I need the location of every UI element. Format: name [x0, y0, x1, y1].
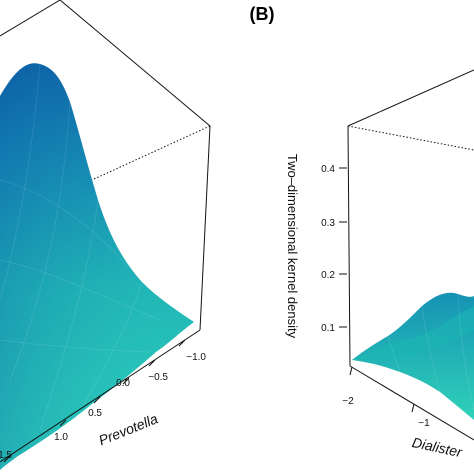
x-tick-label: 1.0: [54, 432, 68, 443]
z-axis-label-b: Two–dimensional kernel density: [285, 154, 300, 339]
panel-label-b: (B): [250, 4, 275, 24]
box-edge: [348, 70, 474, 126]
panel-a: 1.5 1.0 0.5 0.0 −0.5 −1.0 Prevotella: [0, 0, 210, 470]
x-tick-label: −2: [342, 396, 354, 407]
z-tick-label: 0.2: [321, 270, 335, 281]
z-tick-label: 0.4: [321, 164, 335, 175]
box-edge: [200, 126, 210, 330]
x-tick-label: 0.5: [88, 408, 102, 419]
z-tick-label: 0.1: [321, 323, 335, 334]
box-edge: [348, 126, 350, 366]
x-tick-label: −0.5: [148, 372, 168, 383]
x-tick-label: 0.0: [116, 378, 130, 389]
x-axis-label-b: Dialister: [411, 434, 465, 460]
box-edge: [60, 0, 210, 126]
panel-b: (B) Two–dimensional kernel density 0.4 0…: [250, 4, 474, 460]
x-tick-label: −1: [418, 418, 430, 429]
x-tick-label: 1.5: [0, 450, 12, 461]
z-tick-label: 0.3: [321, 218, 335, 229]
box-edge: [0, 0, 60, 36]
x-tick-label: −1.0: [186, 352, 206, 363]
x-axis-label-a: Prevotella: [96, 410, 160, 448]
x-ticks-b: [350, 367, 414, 412]
box-edge-hidden: [348, 126, 474, 150]
z-ticks-b: [339, 168, 347, 327]
